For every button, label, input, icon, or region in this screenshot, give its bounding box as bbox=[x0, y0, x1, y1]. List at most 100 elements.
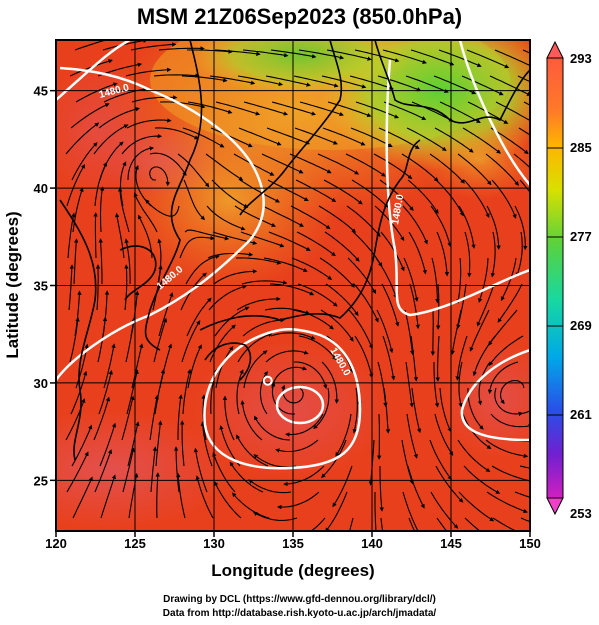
streamline bbox=[335, 413, 352, 457]
streamline bbox=[410, 49, 455, 66]
streamline bbox=[252, 511, 298, 521]
streamline bbox=[500, 257, 517, 302]
streamline bbox=[408, 517, 416, 531]
streamline bbox=[514, 491, 530, 498]
streamline bbox=[495, 101, 530, 122]
pressure-contours bbox=[56, 40, 530, 470]
streamline bbox=[382, 49, 427, 64]
y-axis-title: Latitude (degrees) bbox=[3, 211, 22, 358]
streamline bbox=[215, 101, 261, 116]
streamline bbox=[430, 491, 459, 529]
streamline bbox=[404, 309, 415, 356]
streamline bbox=[193, 447, 208, 493]
streamline bbox=[240, 400, 263, 441]
streamline bbox=[321, 75, 367, 89]
streamline bbox=[213, 269, 258, 285]
streamline bbox=[354, 49, 400, 63]
streamline bbox=[458, 361, 463, 408]
streamline bbox=[124, 264, 129, 311]
streamline bbox=[431, 257, 440, 304]
streamline bbox=[98, 238, 103, 284]
streamline bbox=[125, 316, 137, 363]
streamline bbox=[94, 161, 107, 207]
streamline bbox=[379, 179, 414, 211]
streamline bbox=[187, 101, 233, 114]
streamline bbox=[158, 292, 174, 337]
streamline bbox=[68, 264, 74, 311]
x-tick-label: 140 bbox=[361, 536, 383, 551]
x-tick-labels: 120 125 130 135 140 145 150 bbox=[45, 536, 541, 551]
y-tick-label: 45 bbox=[34, 84, 48, 99]
streamline bbox=[184, 229, 230, 241]
streamline bbox=[236, 296, 281, 311]
streamline bbox=[103, 87, 148, 103]
streamline bbox=[379, 466, 384, 512]
streamline bbox=[490, 231, 496, 278]
streamline bbox=[70, 103, 110, 129]
x-tick-label: 130 bbox=[203, 536, 225, 551]
streamline bbox=[402, 491, 420, 531]
streamline bbox=[66, 163, 86, 207]
streamline bbox=[295, 179, 337, 202]
streamline bbox=[435, 465, 464, 503]
credit-data-source: Data from http://database.rish.kyoto-u.a… bbox=[162, 608, 437, 619]
streamline bbox=[434, 413, 454, 456]
streamline bbox=[429, 439, 452, 481]
streamline bbox=[377, 75, 422, 92]
streamline bbox=[411, 101, 454, 122]
streamline bbox=[408, 231, 427, 275]
streamline bbox=[518, 127, 530, 136]
streamline bbox=[429, 153, 465, 184]
streamline bbox=[324, 231, 360, 262]
streamline bbox=[212, 452, 236, 493]
streamline bbox=[345, 153, 386, 177]
colorbar-label: 261 bbox=[570, 407, 592, 422]
streamline bbox=[185, 254, 220, 285]
streamline bbox=[126, 369, 139, 415]
streamline bbox=[491, 179, 517, 219]
streamline bbox=[515, 231, 523, 278]
streamline bbox=[207, 252, 254, 259]
streamline bbox=[150, 446, 158, 493]
streamline bbox=[265, 75, 311, 87]
streamline bbox=[402, 205, 428, 245]
streamline bbox=[75, 82, 118, 103]
streamline bbox=[411, 387, 422, 434]
streamline bbox=[236, 369, 244, 415]
streamline bbox=[294, 361, 328, 390]
streamline bbox=[439, 387, 452, 433]
streamline bbox=[242, 318, 285, 337]
streamline bbox=[266, 127, 311, 145]
streamline bbox=[177, 394, 183, 440]
streamline bbox=[158, 46, 205, 51]
streamline bbox=[332, 465, 353, 508]
streamline bbox=[489, 75, 530, 96]
streamline bbox=[380, 517, 384, 531]
streamline bbox=[242, 49, 289, 58]
streamline bbox=[200, 421, 213, 467]
streamline bbox=[383, 101, 427, 120]
streamline bbox=[267, 179, 309, 202]
streamline bbox=[72, 187, 84, 233]
contour-label: 1480.0 bbox=[390, 193, 406, 225]
credit-drawing: Drawing by DCL (https://www.gfd-dennou.o… bbox=[163, 594, 436, 605]
streamline bbox=[407, 179, 439, 214]
streamline bbox=[381, 283, 400, 327]
cyclone-center-marker bbox=[262, 375, 273, 386]
streamline bbox=[283, 465, 325, 487]
streamline bbox=[277, 491, 320, 510]
streamline bbox=[405, 75, 449, 93]
streamline bbox=[93, 396, 110, 441]
y-tick-label: 25 bbox=[34, 473, 48, 488]
streamline bbox=[206, 205, 246, 231]
colorbar-body bbox=[546, 57, 564, 499]
streamline bbox=[222, 395, 235, 441]
streamline bbox=[373, 153, 413, 180]
streamline bbox=[403, 257, 419, 302]
streamline bbox=[438, 49, 482, 67]
streamline bbox=[436, 517, 448, 531]
streamline bbox=[152, 264, 163, 311]
streamline bbox=[93, 124, 129, 155]
streamline bbox=[205, 153, 244, 181]
